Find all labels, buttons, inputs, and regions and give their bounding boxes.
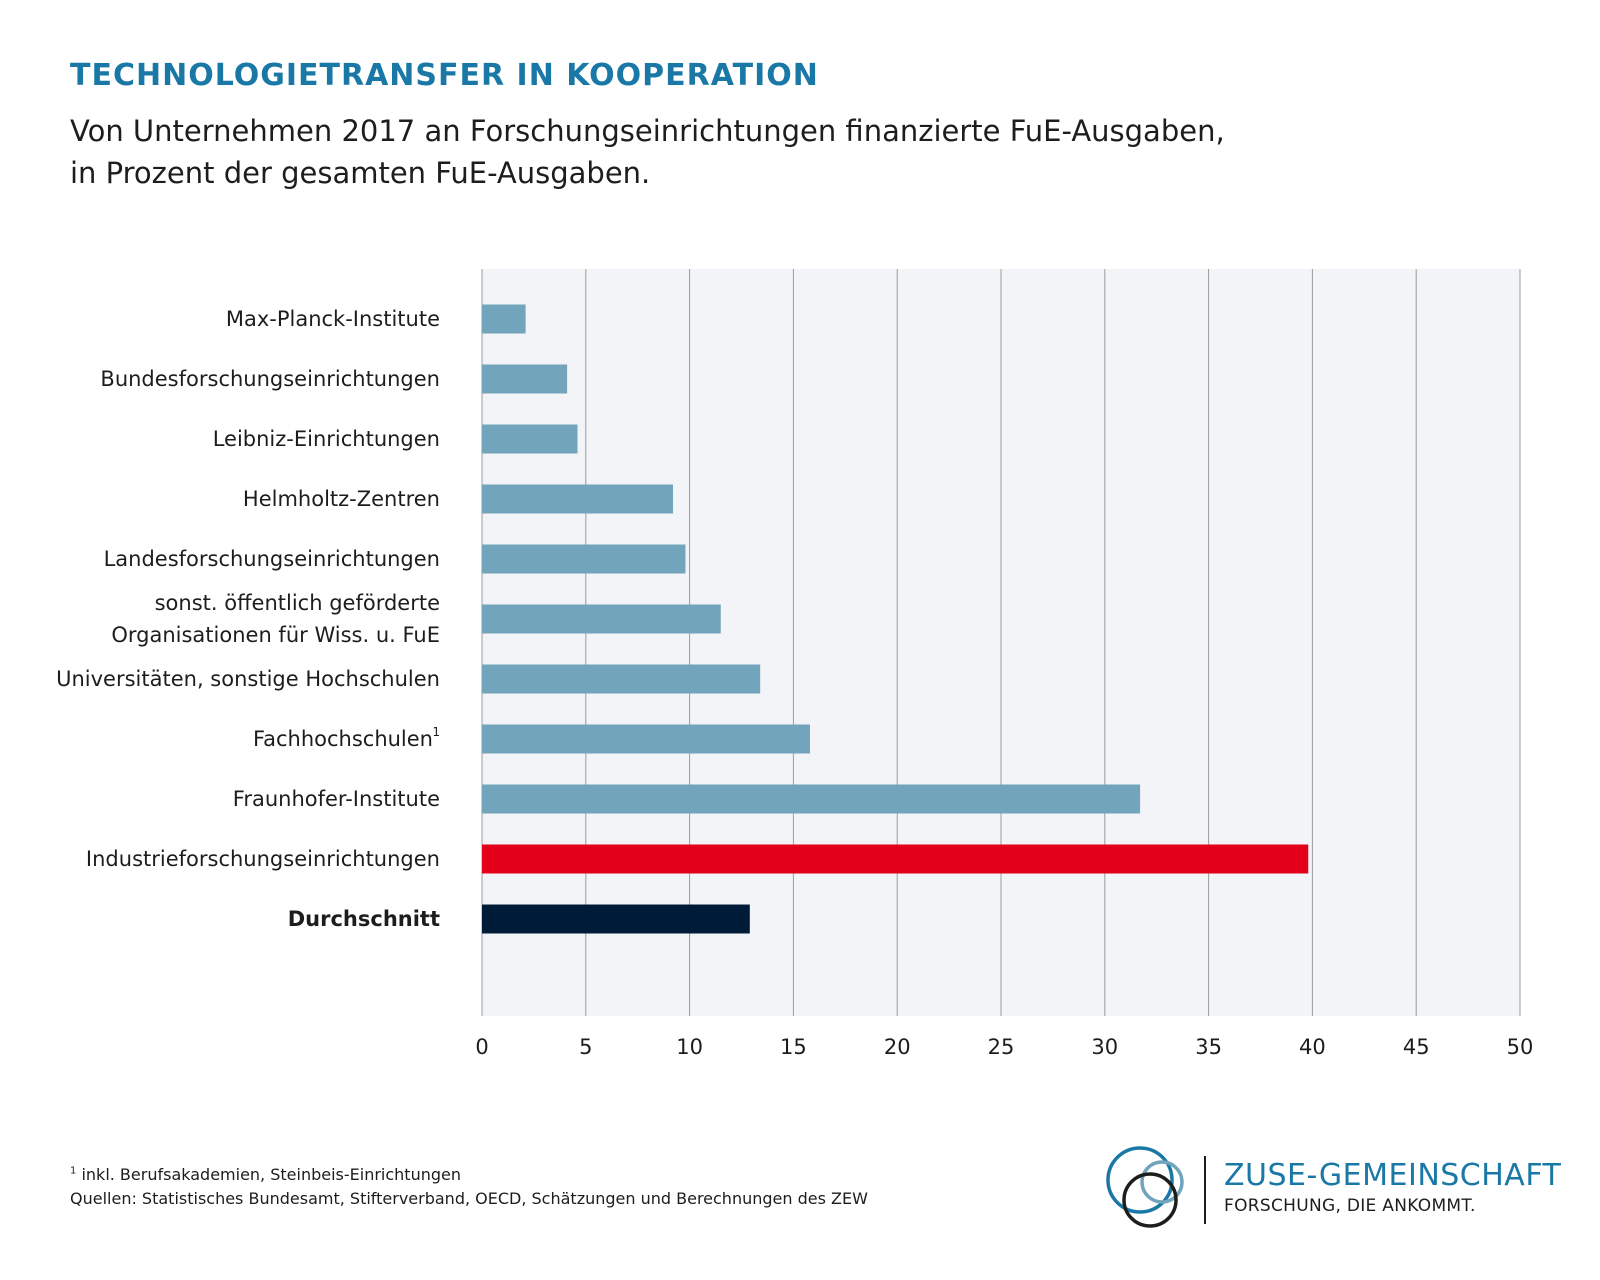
category-label: Fraunhofer-Institute <box>233 787 440 811</box>
chart-title: TECHNOLOGIETRANSFER IN KOOPERATION <box>70 58 819 93</box>
x-tick-labels: 0 5 10 15 20 25 30 35 40 45 50 <box>475 1035 1533 1059</box>
bar <box>482 604 721 634</box>
category-labels: Max-Planck-Institute Bundesforschungseinr… <box>56 307 440 931</box>
logo-divider <box>1204 1156 1206 1224</box>
x-tick-label: 45 <box>1403 1035 1430 1059</box>
x-tick-label: 0 <box>475 1035 488 1059</box>
category-superscript: 1 <box>432 725 440 739</box>
category-label: Universitäten, sonstige Hochschulen <box>56 667 440 691</box>
bars <box>482 304 1309 934</box>
logo-name: ZUSE-GEMEINSCHAFT <box>1224 1158 1562 1193</box>
chart-subtitle: Von Unternehmen 2017 an Forschungseinric… <box>70 110 1225 194</box>
bar <box>482 424 578 454</box>
category-label: Helmholtz-Zentren <box>243 487 440 511</box>
bar <box>482 904 750 934</box>
bar-chart: Max-Planck-Institute Bundesforschungseinr… <box>56 269 1533 1059</box>
x-tick-label: 50 <box>1507 1035 1534 1059</box>
bar <box>482 544 686 574</box>
footnote-marker: 1 <box>70 1165 77 1177</box>
x-tick-label: 25 <box>988 1035 1015 1059</box>
category-label: Max-Planck-Institute <box>226 307 440 331</box>
x-tick-label: 15 <box>780 1035 807 1059</box>
category-label: sonst. öffentlich geförderte <box>155 591 440 615</box>
footnote-sources: Quellen: Statistisches Bundesamt, Stifte… <box>70 1189 868 1208</box>
category-label: Bundesforschungseinrichtungen <box>100 367 440 391</box>
x-tick-label: 40 <box>1299 1035 1326 1059</box>
category-label: Leibniz-Einrichtungen <box>213 427 440 451</box>
bar <box>482 664 761 694</box>
category-label: Landesforschungseinrichtungen <box>104 547 440 571</box>
bar <box>482 724 811 754</box>
x-tick-label: 35 <box>1195 1035 1222 1059</box>
footnote-note: 1 inkl. Berufsakademien, Steinbeis-Einri… <box>70 1163 868 1187</box>
bar <box>482 784 1141 814</box>
x-tick-label: 20 <box>884 1035 911 1059</box>
logo-circles-icon <box>1106 1146 1184 1228</box>
footnote-block: 1 inkl. Berufsakademien, Steinbeis-Einri… <box>70 1163 868 1211</box>
category-label: Industrieforschungseinrichtungen <box>86 847 440 871</box>
logo-claim: FORSCHUNG, DIE ANKOMMT. <box>1224 1196 1476 1216</box>
bar <box>482 484 673 514</box>
footnote-note-text: inkl. Berufsakademien, Steinbeis-Einrich… <box>76 1165 461 1184</box>
zuse-logo: ZUSE-GEMEINSCHAFT FORSCHUNG, DIE ANKOMMT… <box>1100 1138 1562 1238</box>
category-label: Organisationen für Wiss. u. FuE <box>111 623 440 647</box>
category-label: Durchschnitt <box>288 907 440 931</box>
bar <box>482 844 1309 874</box>
bar <box>482 364 568 394</box>
x-tick-label: 5 <box>579 1035 592 1059</box>
subtitle-line-2: in Prozent der gesamten FuE-Ausgaben. <box>70 156 651 190</box>
category-label: Fachhochschulen <box>253 727 433 751</box>
x-tick-label: 30 <box>1091 1035 1118 1059</box>
x-tick-label: 10 <box>676 1035 703 1059</box>
gridlines <box>481 269 1521 1016</box>
subtitle-line-1: Von Unternehmen 2017 an Forschungseinric… <box>70 114 1225 148</box>
bar <box>482 304 526 334</box>
